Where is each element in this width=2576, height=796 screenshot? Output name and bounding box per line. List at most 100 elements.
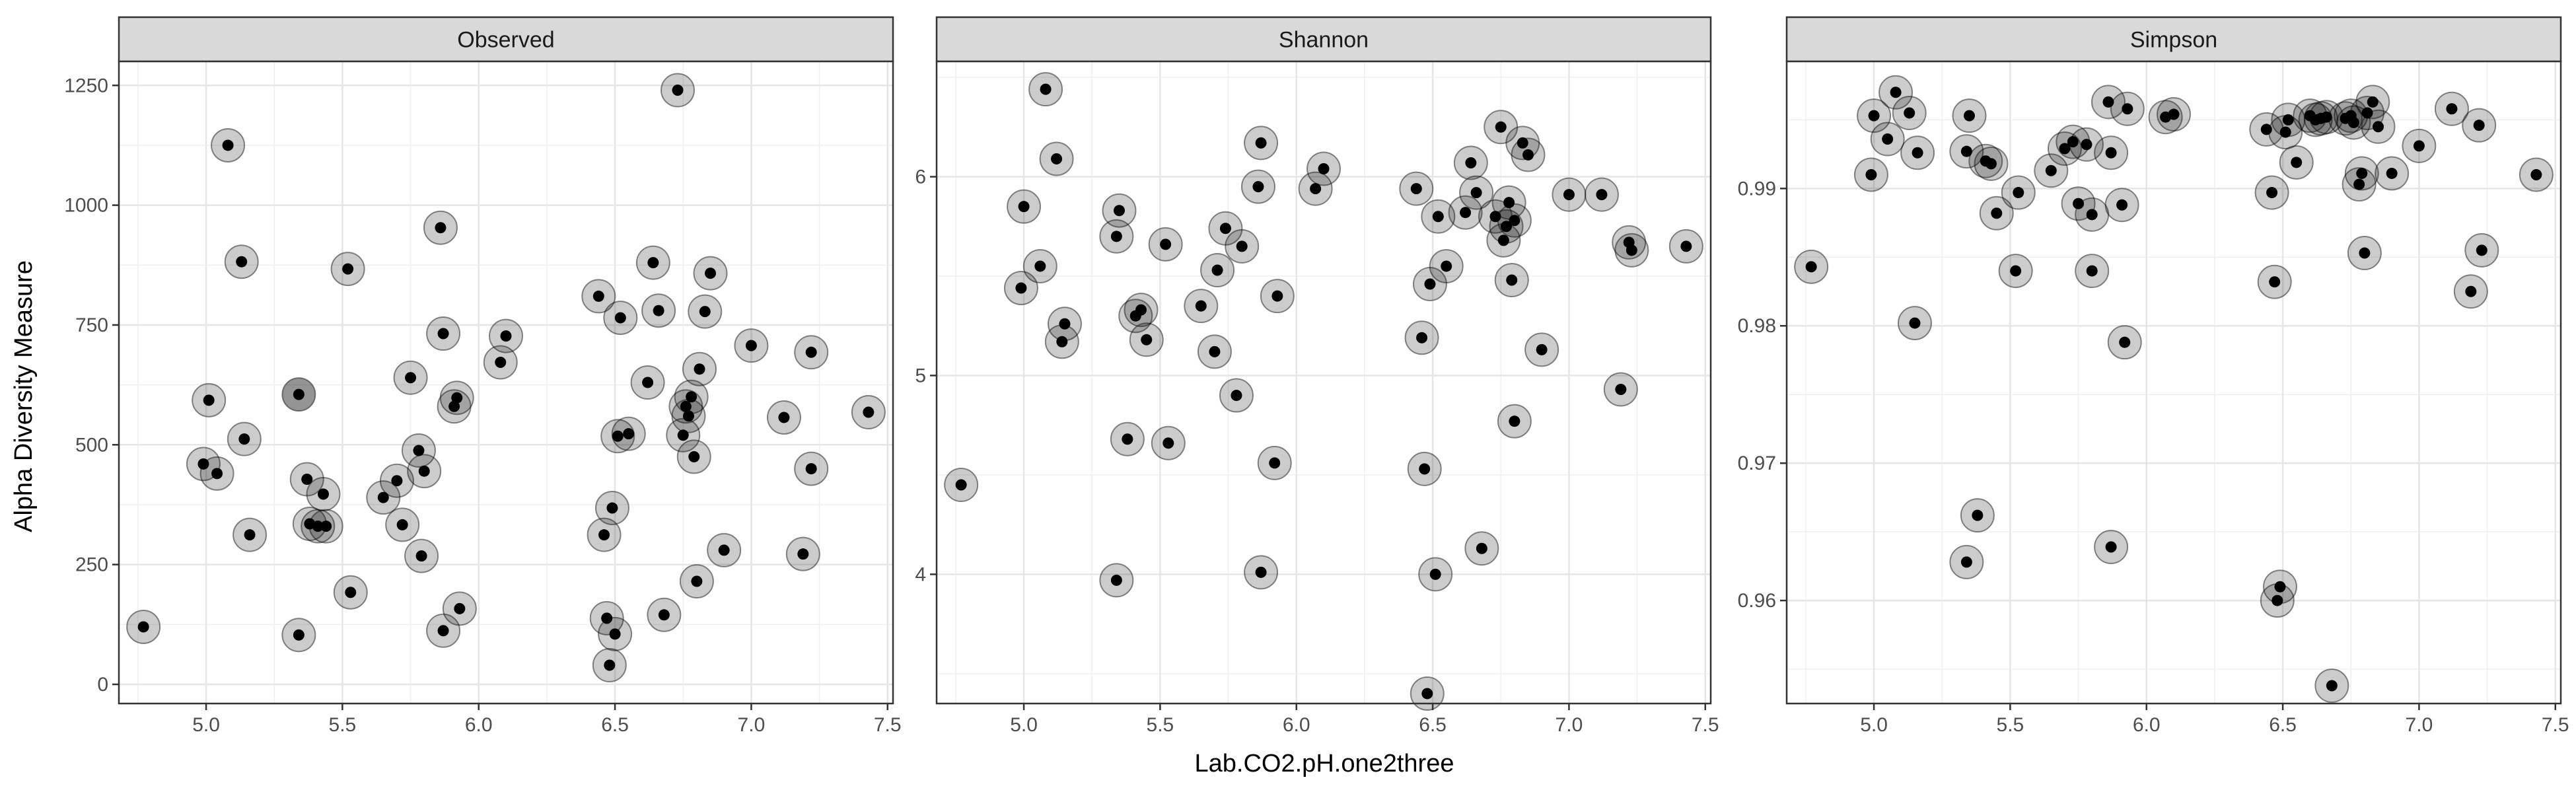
point-dot bbox=[1255, 137, 1267, 149]
data-point bbox=[2104, 188, 2139, 223]
point-dot bbox=[691, 575, 703, 587]
data-point bbox=[2355, 85, 2390, 120]
point-dot bbox=[1470, 187, 1482, 199]
point-dot bbox=[1912, 147, 1923, 159]
data-point bbox=[1244, 126, 1279, 161]
data-point bbox=[1794, 249, 1829, 284]
point-dot bbox=[413, 445, 425, 456]
point-dot bbox=[1255, 566, 1267, 578]
panel-border bbox=[118, 60, 894, 705]
data-point bbox=[2453, 274, 2488, 309]
y-axis: 0 250 500 750 1000 1250 bbox=[64, 75, 119, 696]
point-dot bbox=[653, 305, 664, 316]
x-tick-label: 7.5 bbox=[2542, 714, 2569, 736]
data-point bbox=[192, 382, 227, 417]
point-dot bbox=[1424, 278, 1436, 290]
point-dot bbox=[2260, 124, 2272, 135]
point-dot bbox=[1059, 318, 1071, 330]
point-dot bbox=[2067, 136, 2079, 148]
point-dot bbox=[598, 529, 610, 541]
point-dot bbox=[680, 400, 692, 412]
point-dot bbox=[1522, 149, 1534, 161]
point-dot bbox=[2320, 111, 2332, 123]
point-dot bbox=[1506, 274, 1518, 286]
point-dot bbox=[1615, 384, 1627, 396]
data-point bbox=[1511, 137, 1546, 172]
data-point bbox=[676, 439, 711, 474]
point-dot bbox=[614, 312, 626, 324]
data-point bbox=[1464, 531, 1499, 566]
point-dot bbox=[1991, 207, 2003, 219]
data-point bbox=[734, 328, 769, 363]
point-dot bbox=[1536, 344, 1548, 355]
point-dot bbox=[1135, 304, 1147, 316]
point-dot bbox=[647, 257, 659, 269]
point-dot bbox=[312, 521, 324, 532]
data-point bbox=[1484, 110, 1519, 145]
data-point bbox=[233, 517, 268, 552]
data-point bbox=[2361, 109, 2396, 144]
data-point bbox=[426, 613, 461, 648]
data-point bbox=[1892, 95, 1927, 130]
point-dot bbox=[1596, 189, 1608, 201]
point-dot bbox=[222, 139, 234, 151]
data-point bbox=[211, 127, 246, 163]
data-point bbox=[2257, 264, 2292, 299]
point-dot bbox=[863, 406, 875, 418]
x-tick-label: 5.5 bbox=[1147, 714, 1174, 736]
data-point bbox=[660, 73, 695, 108]
point-dot bbox=[391, 475, 403, 487]
facet-panels: Observed 5.0 5.5 6.0 6.5 7.0 7.5 0 250 500 750 1000… bbox=[64, 16, 2569, 736]
point-dot bbox=[1110, 231, 1122, 242]
data-point bbox=[2334, 98, 2369, 133]
x-tick-label: 6.0 bbox=[465, 714, 493, 736]
data-point bbox=[306, 477, 341, 512]
point-dot bbox=[238, 433, 250, 445]
point-dot bbox=[1110, 574, 1122, 586]
data-point bbox=[1412, 267, 1447, 302]
point-dot bbox=[2347, 117, 2359, 129]
point-dot bbox=[1963, 110, 1975, 122]
x-tick-label: 5.0 bbox=[1010, 714, 1038, 736]
data-point bbox=[1448, 195, 1483, 230]
point-dot bbox=[1209, 345, 1221, 357]
data-point bbox=[1404, 320, 1439, 355]
data-point bbox=[1952, 98, 1987, 133]
point-dot bbox=[955, 479, 967, 491]
data-point bbox=[635, 245, 670, 280]
point-dot bbox=[672, 85, 684, 96]
point-dot bbox=[2530, 169, 2542, 181]
point-dot bbox=[1429, 568, 1441, 580]
data-point bbox=[330, 252, 365, 287]
data-point bbox=[2402, 128, 2437, 163]
point-dot bbox=[745, 340, 757, 351]
point-dot bbox=[2291, 157, 2303, 168]
point-dot bbox=[677, 429, 689, 441]
x-tick-label: 6.5 bbox=[601, 714, 629, 736]
data-point bbox=[1410, 676, 1445, 711]
point-dot bbox=[454, 602, 466, 614]
point-dot bbox=[1236, 240, 1248, 252]
data-point bbox=[611, 416, 646, 451]
point-dot bbox=[2059, 143, 2071, 155]
data-point bbox=[439, 380, 474, 416]
y-tick-label: 250 bbox=[75, 554, 108, 576]
facet-strip-label: Observed bbox=[457, 28, 554, 53]
data-point bbox=[674, 379, 709, 414]
point-dot bbox=[437, 328, 449, 340]
point-dot bbox=[1865, 169, 1877, 181]
point-dot bbox=[1882, 133, 1894, 145]
data-point bbox=[851, 394, 886, 429]
data-point bbox=[589, 600, 624, 635]
data-point bbox=[1039, 141, 1074, 176]
data-point bbox=[1960, 498, 1995, 533]
point-dot bbox=[592, 290, 604, 302]
point-dot bbox=[1211, 264, 1223, 276]
data-point bbox=[2069, 127, 2104, 162]
y-tick-label: 0.99 bbox=[1738, 178, 1776, 199]
x-tick-label: 7.0 bbox=[1556, 714, 1583, 736]
data-point bbox=[1044, 324, 1079, 359]
point-dot bbox=[805, 463, 817, 475]
point-dot bbox=[1195, 300, 1207, 312]
data-point bbox=[2342, 167, 2377, 202]
